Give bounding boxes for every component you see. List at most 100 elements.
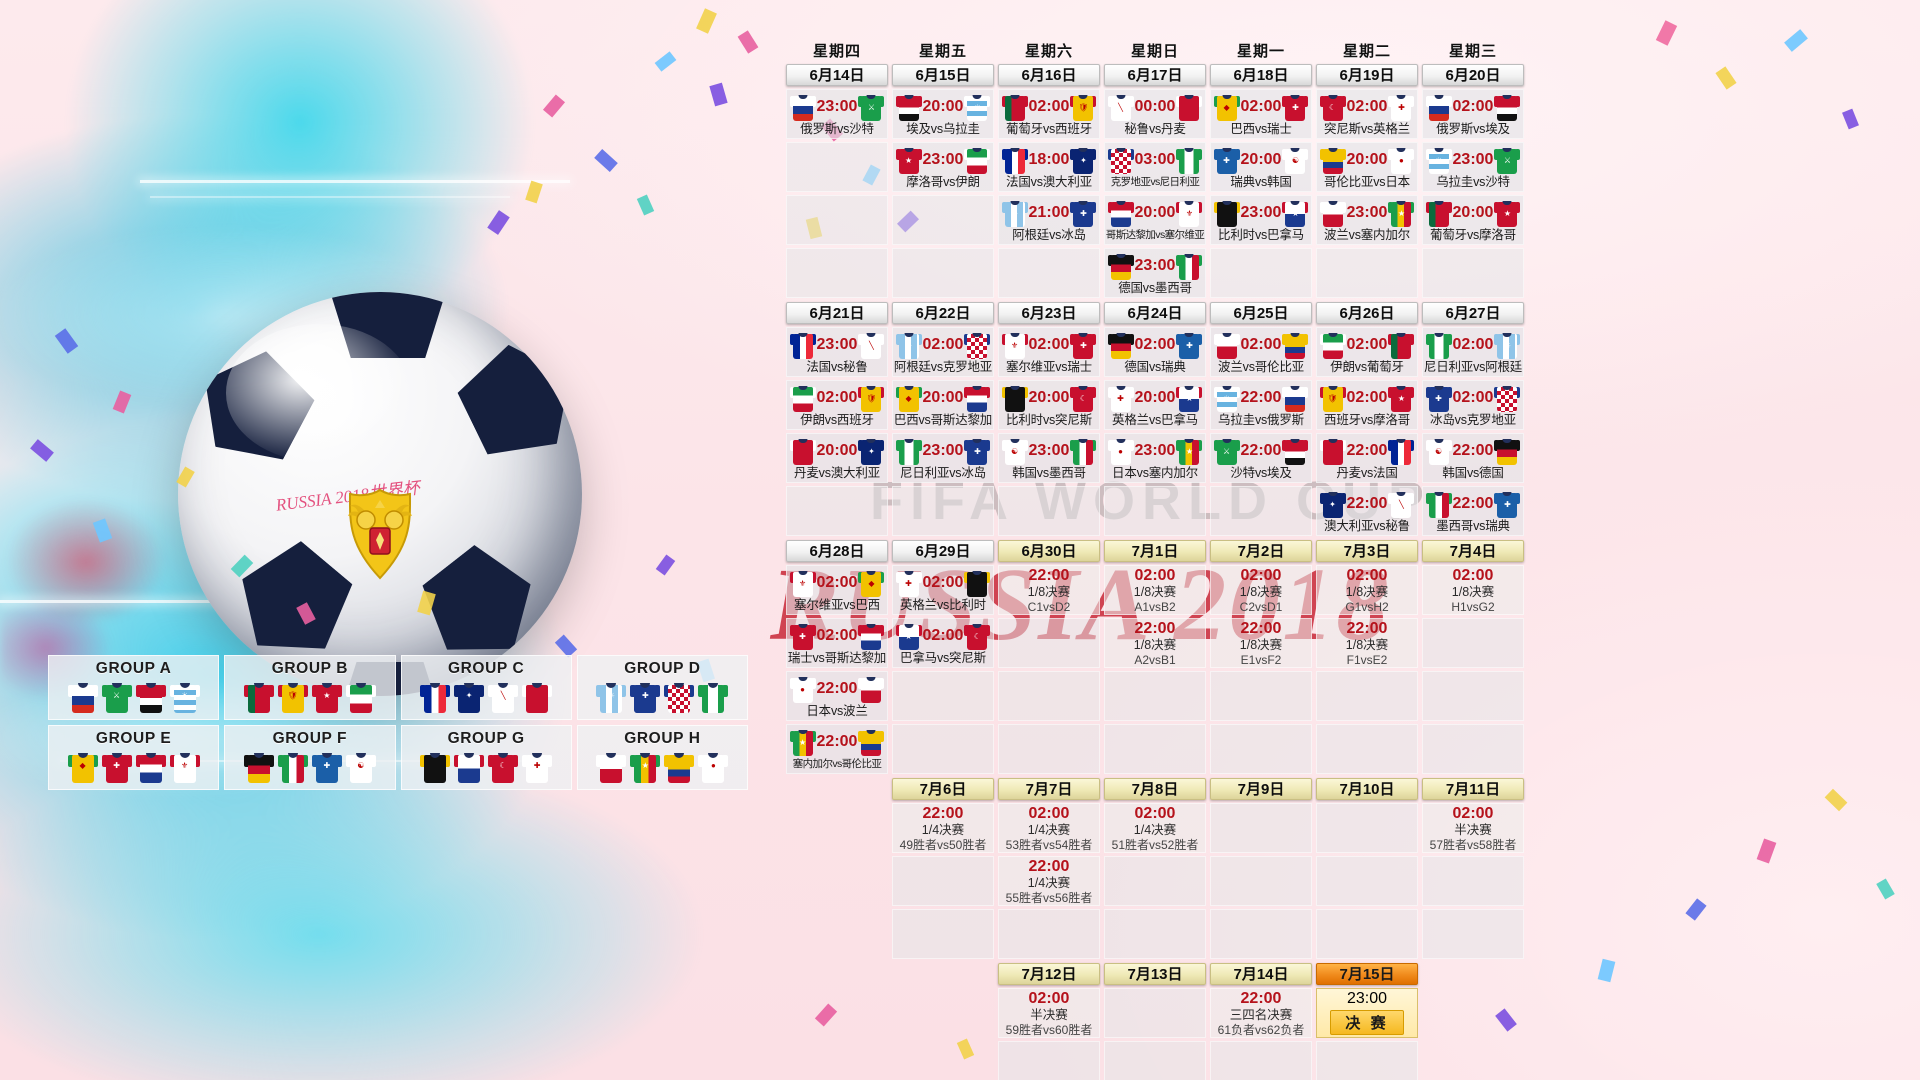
date-header[interactable]: 6月21日 — [786, 302, 888, 324]
match-cell[interactable]: ☯ 22:00 韩国vs德国 — [1422, 433, 1524, 483]
date-header[interactable]: 7月4日 — [1422, 540, 1524, 562]
knockout-match-cell[interactable]: 02:00 1/4决赛 51胜者vs52胜者 — [1104, 803, 1206, 853]
group-box-group-g[interactable]: GROUP G ★ ☾ ✚ — [400, 725, 572, 790]
knockout-match-cell[interactable]: 22:00 1/4决赛 55胜者vs56胜者 — [998, 856, 1100, 906]
knockout-match-cell[interactable]: 02:00 半决赛 59胜者vs60胜者 — [998, 988, 1100, 1038]
match-cell[interactable]: ◆ 02:00 ✚ 巴西vs瑞士 — [1210, 89, 1312, 139]
date-header[interactable]: 7月11日 — [1422, 778, 1524, 800]
match-cell[interactable]: 20:00 ● 哥伦比亚vs日本 — [1316, 142, 1418, 192]
match-cell[interactable]: 23:00 ★ 波兰vs塞内加尔 — [1316, 195, 1418, 245]
match-cell[interactable]: ✚ 20:00 ★ 英格兰vs巴拿马 — [1104, 380, 1206, 430]
match-cell[interactable]: 22:00 ✚ 墨西哥vs瑞典 — [1422, 486, 1524, 536]
date-header[interactable]: 6月28日 — [786, 540, 888, 562]
match-cell[interactable]: ☾ 02:00 ✚ 突尼斯vs英格兰 — [1316, 89, 1418, 139]
match-cell[interactable]: ✚ 02:00 英格兰vs比利时 — [892, 565, 994, 615]
match-cell[interactable]: 02:00 伊朗vs葡萄牙 — [1316, 327, 1418, 377]
date-header[interactable]: 6月20日 — [1422, 64, 1524, 86]
date-header[interactable]: 6月24日 — [1104, 302, 1206, 324]
match-cell[interactable]: 22:00 丹麦vs法国 — [1316, 433, 1418, 483]
date-header[interactable]: 7月3日 — [1316, 540, 1418, 562]
date-header[interactable]: 6月30日 — [998, 540, 1100, 562]
date-header[interactable]: 6月14日 — [786, 64, 888, 86]
date-header[interactable]: 7月13日 — [1104, 963, 1206, 985]
knockout-match-cell[interactable]: 22:00 1/8决赛 E1vsF2 — [1210, 618, 1312, 668]
match-cell[interactable]: 18:00 ✦ 法国vs澳大利亚 — [998, 142, 1100, 192]
match-cell[interactable]: 20:00 ☾ 比利时vs突尼斯 — [998, 380, 1100, 430]
knockout-match-cell[interactable]: 22:00 三四名决赛 61负者vs62负者 — [1210, 988, 1312, 1038]
match-cell[interactable]: ╲ 00:00 秘鲁vs丹麦 — [1104, 89, 1206, 139]
group-box-group-h[interactable]: GROUP H ★ ● — [576, 725, 748, 790]
match-cell[interactable]: ★ 02:00 ☾ 巴拿马vs突尼斯 — [892, 618, 994, 668]
knockout-match-cell[interactable]: 02:00 半决赛 57胜者vs58胜者 — [1422, 803, 1524, 853]
match-cell[interactable]: 23:00 ⚔ 俄罗斯vs沙特 — [786, 89, 888, 139]
knockout-match-cell[interactable]: 22:00 1/8决赛 C1vsD2 — [998, 565, 1100, 615]
knockout-match-cell[interactable]: 02:00 1/8决赛 G1vsH2 — [1316, 565, 1418, 615]
match-cell[interactable]: ☀ 22:00 乌拉圭vs俄罗斯 — [1210, 380, 1312, 430]
match-cell[interactable]: ⚔ 22:00 沙特vs埃及 — [1210, 433, 1312, 483]
knockout-match-cell[interactable]: 02:00 1/8决赛 H1vsG2 — [1422, 565, 1524, 615]
date-header[interactable]: 6月27日 — [1422, 302, 1524, 324]
date-header[interactable]: 6月25日 — [1210, 302, 1312, 324]
knockout-match-cell[interactable]: 02:00 1/8决赛 C2vsD1 — [1210, 565, 1312, 615]
knockout-match-cell[interactable]: 22:00 1/8决赛 F1vsE2 — [1316, 618, 1418, 668]
knockout-match-cell[interactable]: 22:00 1/4决赛 49胜者vs50胜者 — [892, 803, 994, 853]
date-header[interactable]: 6月15日 — [892, 64, 994, 86]
group-box-group-c[interactable]: GROUP C ✦ ╲ — [400, 655, 572, 720]
date-header[interactable]: 6月29日 — [892, 540, 994, 562]
knockout-match-cell[interactable]: 02:00 1/4决赛 53胜者vs54胜者 — [998, 803, 1100, 853]
match-cell[interactable]: ☯ 23:00 韩国vs墨西哥 — [998, 433, 1100, 483]
match-cell[interactable]: 20:00 ☀ 埃及vs乌拉圭 — [892, 89, 994, 139]
match-cell[interactable]: 23:00 ★ 比利时vs巴拿马 — [1210, 195, 1312, 245]
match-cell[interactable]: 20:00 ✦ 丹麦vs澳大利亚 — [786, 433, 888, 483]
group-box-group-e[interactable]: GROUP E ◆ ✚ ⚜ — [48, 725, 220, 790]
match-cell[interactable]: ⚜ 02:00 ◆ 塞尔维亚vs巴西 — [786, 565, 888, 615]
date-header[interactable]: 7月6日 — [892, 778, 994, 800]
group-box-group-f[interactable]: GROUP F ✚ ☯ — [224, 725, 396, 790]
match-cell[interactable]: 02:00 ☀ 尼日利亚vs阿根廷 — [1422, 327, 1524, 377]
match-cell[interactable]: ● 22:00 日本vs波兰 — [786, 671, 888, 721]
date-header[interactable]: 7月7日 — [998, 778, 1100, 800]
match-cell[interactable]: 03:00 克罗地亚vs尼日利亚 — [1104, 142, 1206, 192]
match-cell[interactable]: 🛡 02:00 ★ 西班牙vs摩洛哥 — [1316, 380, 1418, 430]
match-cell[interactable]: 02:00 俄罗斯vs埃及 — [1422, 89, 1524, 139]
match-cell[interactable]: ✚ 20:00 ☯ 瑞典vs韩国 — [1210, 142, 1312, 192]
date-header[interactable]: 6月17日 — [1104, 64, 1206, 86]
match-cell[interactable]: ⚜ 02:00 ✚ 塞尔维亚vs瑞士 — [998, 327, 1100, 377]
match-cell[interactable]: 02:00 🛡 葡萄牙vs西班牙 — [998, 89, 1100, 139]
date-header[interactable]: 6月18日 — [1210, 64, 1312, 86]
group-box-group-d[interactable]: GROUP D ☀ ✚ — [576, 655, 748, 720]
date-header[interactable]: 7月10日 — [1316, 778, 1418, 800]
date-header[interactable]: 6月23日 — [998, 302, 1100, 324]
date-header[interactable]: 6月26日 — [1316, 302, 1418, 324]
match-cell[interactable]: ◆ 20:00 巴西vs哥斯达黎加 — [892, 380, 994, 430]
match-cell[interactable]: ☀ 23:00 ⚔ 乌拉圭vs沙特 — [1422, 142, 1524, 192]
match-cell[interactable]: 23:00 德国vs墨西哥 — [1104, 248, 1206, 298]
match-cell[interactable]: 23:00 ✚ 尼日利亚vs冰岛 — [892, 433, 994, 483]
date-header[interactable]: 7月1日 — [1104, 540, 1206, 562]
match-cell[interactable]: 23:00 ╲ 法国vs秘鲁 — [786, 327, 888, 377]
date-header[interactable]: 7月9日 — [1210, 778, 1312, 800]
match-cell[interactable]: ✚ 02:00 冰岛vs克罗地亚 — [1422, 380, 1524, 430]
date-header[interactable]: 6月16日 — [998, 64, 1100, 86]
date-header[interactable]: 7月8日 — [1104, 778, 1206, 800]
match-cell[interactable]: 02:00 波兰vs哥伦比亚 — [1210, 327, 1312, 377]
match-cell[interactable]: 20:00 ⚜ 哥斯达黎加vs塞尔维亚 — [1104, 195, 1206, 245]
knockout-match-cell[interactable]: 02:00 1/8决赛 A1vsB2 — [1104, 565, 1206, 615]
match-cell[interactable]: ★ 22:00 塞内加尔vs哥伦比亚 — [786, 724, 888, 774]
match-cell[interactable]: ☀ 02:00 阿根廷vs克罗地亚 — [892, 327, 994, 377]
match-cell[interactable]: ✦ 22:00 ╲ 澳大利亚vs秘鲁 — [1316, 486, 1418, 536]
match-cell[interactable]: 02:00 ✚ 德国vs瑞典 — [1104, 327, 1206, 377]
group-box-group-b[interactable]: GROUP B 🛡 ★ — [224, 655, 396, 720]
final-match-cell[interactable]: 23:00 决 赛 — [1316, 988, 1418, 1038]
match-cell[interactable]: ☀ 21:00 ✚ 阿根廷vs冰岛 — [998, 195, 1100, 245]
match-cell[interactable]: 02:00 🛡 伊朗vs西班牙 — [786, 380, 888, 430]
match-cell[interactable]: ✚ 02:00 瑞士vs哥斯达黎加 — [786, 618, 888, 668]
match-cell[interactable]: ● 23:00 ★ 日本vs塞内加尔 — [1104, 433, 1206, 483]
date-header[interactable]: 7月15日 — [1316, 963, 1418, 985]
match-cell[interactable]: 20:00 ★ 葡萄牙vs摩洛哥 — [1422, 195, 1524, 245]
group-box-group-a[interactable]: GROUP A ⚔ ☀ — [48, 655, 220, 720]
date-header[interactable]: 6月19日 — [1316, 64, 1418, 86]
match-cell[interactable]: ★ 23:00 摩洛哥vs伊朗 — [892, 142, 994, 192]
knockout-match-cell[interactable]: 22:00 1/8决赛 A2vsB1 — [1104, 618, 1206, 668]
date-header[interactable]: 6月22日 — [892, 302, 994, 324]
